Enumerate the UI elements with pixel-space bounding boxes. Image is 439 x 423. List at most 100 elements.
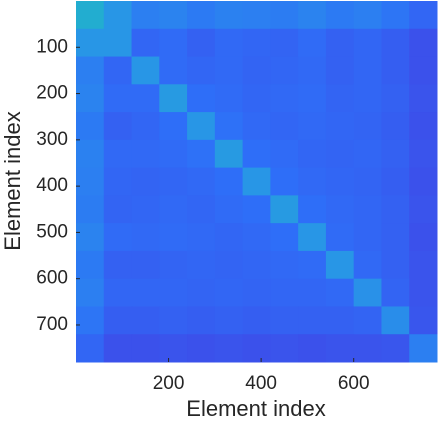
heatmap-cell: [270, 28, 299, 58]
heatmap-cell: [214, 28, 244, 58]
heatmap-cell: [214, 139, 244, 169]
heatmap-cell: [187, 56, 216, 85]
heatmap-cell: [159, 139, 188, 169]
heatmap-cell: [214, 167, 244, 196]
heatmap-cell: [159, 278, 188, 307]
heatmap-cell: [409, 306, 438, 335]
heatmap-cell: [159, 1, 188, 30]
heatmap-cell: [270, 56, 299, 85]
y-tick-label: 700: [36, 314, 68, 335]
heatmap-cell: [131, 139, 160, 169]
heatmap-cell: [353, 250, 382, 280]
heatmap-cell: [214, 1, 244, 30]
heatmap-cell: [270, 306, 299, 335]
heatmap-cell: [214, 334, 244, 363]
heatmap-cell: [187, 278, 216, 307]
heatmap-cell: [242, 223, 271, 252]
heatmap-cell: [103, 167, 133, 196]
heatmap-cell: [187, 250, 216, 280]
heatmap-cell: [76, 306, 105, 335]
heatmap-cell: [409, 278, 438, 307]
heatmap-cell: [353, 84, 382, 113]
heatmap-cell: [325, 306, 355, 335]
heatmap-cell: [381, 139, 410, 169]
heatmap-cell: [381, 195, 410, 224]
heatmap-cell: [353, 278, 382, 307]
heatmap-cell: [298, 278, 327, 307]
heatmap-cell: [409, 84, 438, 113]
heatmap-cell: [353, 1, 382, 30]
heatmap-cell: [76, 167, 105, 196]
heatmap-cell: [214, 195, 244, 224]
heatmap-cell: [214, 278, 244, 307]
heatmap-cell: [131, 112, 160, 141]
heatmap-cell: [159, 28, 188, 58]
y-tick-label: 400: [36, 175, 68, 196]
heatmap-cell: [381, 223, 410, 252]
y-axis-label: Element index: [0, 111, 25, 250]
heatmap-cell: [353, 195, 382, 224]
heatmap-cell: [187, 139, 216, 169]
heatmap-cell: [353, 139, 382, 169]
heatmap-cell: [381, 112, 410, 141]
heatmap-cell: [270, 195, 299, 224]
heatmap-cell: [298, 334, 327, 363]
x-tick-label: 400: [245, 373, 277, 394]
heatmap-cell: [298, 28, 327, 58]
heatmap-cell: [131, 84, 160, 113]
heatmap-cell: [325, 167, 355, 196]
heatmap-cell: [76, 1, 105, 30]
heatmap-cell: [131, 250, 160, 280]
heatmap-cell: [325, 112, 355, 141]
heatmap-cell: [159, 223, 188, 252]
heatmap-cell: [298, 84, 327, 113]
heatmap-cell: [242, 278, 271, 307]
heatmap-cell: [131, 223, 160, 252]
heatmap-cell: [76, 112, 105, 141]
heatmap-cell: [270, 278, 299, 307]
heatmap-cell: [409, 334, 438, 363]
heatmap-cell: [103, 56, 133, 85]
heatmap-cell: [187, 112, 216, 141]
heatmap-cell: [103, 28, 133, 58]
heatmap-cell: [242, 84, 271, 113]
heatmap-cell: [381, 84, 410, 113]
heatmap-cell: [214, 84, 244, 113]
heatmap-cell: [131, 167, 160, 196]
heatmap-cell: [76, 334, 105, 363]
heatmap-cell: [409, 223, 438, 252]
heatmap-cell: [131, 278, 160, 307]
heatmap-cell: [214, 56, 244, 85]
heatmap-cell: [242, 28, 271, 58]
heatmap-cell: [298, 56, 327, 85]
heatmap-cell: [381, 56, 410, 85]
heatmap-cell: [103, 223, 133, 252]
heatmap-cell: [131, 306, 160, 335]
heatmap-cell: [76, 139, 105, 169]
heatmap-cell: [159, 112, 188, 141]
heatmap-cell: [298, 139, 327, 169]
heatmap-cell: [242, 195, 271, 224]
heatmap-cell: [242, 167, 271, 196]
heatmap-cell: [381, 1, 410, 30]
heatmap-cell: [353, 334, 382, 363]
heatmap-cell: [409, 139, 438, 169]
heatmap-cell: [242, 334, 271, 363]
heatmap-cell: [242, 306, 271, 335]
heatmap-cell: [298, 223, 327, 252]
heatmap-cell: [103, 306, 133, 335]
heatmap-cell: [103, 139, 133, 169]
heatmap-cell: [409, 56, 438, 85]
heatmap-cell: [187, 334, 216, 363]
heatmap-cell: [353, 223, 382, 252]
heatmap-cell: [159, 250, 188, 280]
heatmap-cell: [353, 306, 382, 335]
heatmap-cell: [131, 28, 160, 58]
heatmap-cell: [103, 84, 133, 113]
heatmap-cell: [187, 1, 216, 30]
heatmap-cell: [325, 278, 355, 307]
heatmap-cell: [214, 112, 244, 141]
heatmap-cell: [76, 278, 105, 307]
heatmap-cell: [298, 250, 327, 280]
